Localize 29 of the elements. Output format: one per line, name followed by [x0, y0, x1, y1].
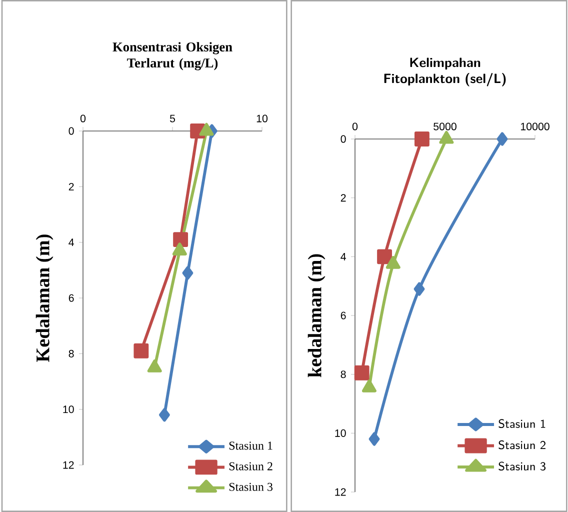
x-tick-label: 5 — [170, 114, 176, 122]
y-tick-label: 12 — [63, 461, 74, 469]
legend-label: Stasiun 1 — [498, 419, 546, 428]
y-tick-label: 6 — [340, 312, 346, 320]
x-tick-label: 5000 — [434, 122, 456, 130]
x-tick-label: 10000 — [520, 122, 550, 130]
legend-label: Stasiun 2 — [229, 462, 272, 470]
x-tick-label: 0 — [80, 114, 86, 122]
y-tick-label: 8 — [68, 350, 74, 358]
legend-label: Stasiun 3 — [498, 462, 546, 471]
y-axis-title: kedalaman (m) — [308, 254, 326, 378]
y-tick-label: 10 — [335, 429, 346, 437]
y-tick-label: 0 — [340, 135, 346, 143]
y-tick-label: 2 — [340, 194, 346, 202]
y-tick-label: 12 — [335, 488, 346, 496]
y-tick-label: 10 — [63, 406, 74, 414]
legend-label: Stasiun 1 — [229, 442, 272, 450]
y-tick-label: 4 — [340, 253, 346, 260]
y-tick-label: 6 — [68, 294, 74, 302]
legend-label: Stasiun 2 — [498, 440, 546, 450]
chart-title: Kelimpahan Fitoplankton (sel/L) — [384, 58, 506, 86]
legend-label: Stasiun 3 — [229, 482, 273, 491]
y-axis-title: Kedalaman (m) — [36, 234, 54, 362]
y-tick-label: 8 — [340, 370, 346, 378]
x-tick-label: 0 — [352, 122, 358, 130]
chart-title: Konsentrasi Oksigen Terlarut (mg/L) — [112, 42, 232, 70]
x-tick-label: 10 — [256, 114, 268, 122]
y-tick-label: 2 — [68, 182, 74, 190]
y-tick-label: 4 — [68, 238, 74, 246]
